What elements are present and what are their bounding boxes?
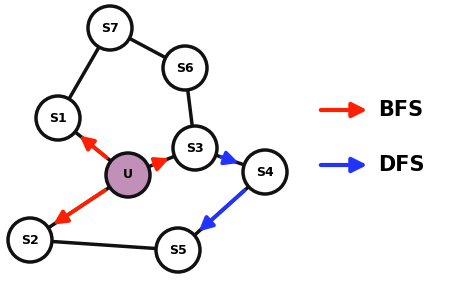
Circle shape (156, 228, 200, 272)
Text: S5: S5 (169, 243, 187, 257)
Circle shape (172, 126, 217, 170)
Text: U: U (123, 169, 133, 182)
Circle shape (162, 46, 207, 90)
Circle shape (106, 153, 150, 197)
Circle shape (243, 150, 286, 194)
Text: S2: S2 (21, 233, 39, 246)
Text: DFS: DFS (377, 155, 424, 175)
Text: S4: S4 (256, 166, 273, 179)
Circle shape (88, 6, 131, 50)
Circle shape (36, 96, 80, 140)
Text: S1: S1 (49, 111, 67, 124)
Text: S7: S7 (101, 21, 119, 34)
Text: S6: S6 (176, 61, 193, 74)
Text: S3: S3 (186, 142, 203, 155)
Circle shape (8, 218, 52, 262)
Text: BFS: BFS (377, 100, 422, 120)
